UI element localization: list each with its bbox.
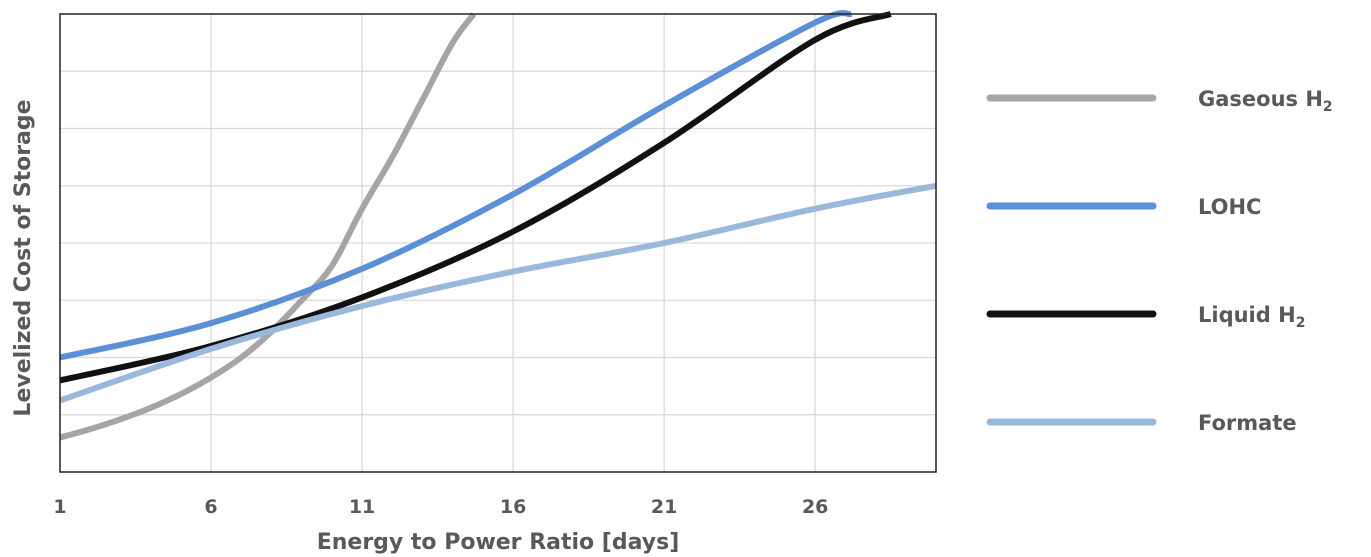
series-lines xyxy=(59,10,937,441)
series-line-gaseous-h xyxy=(59,12,477,441)
series-line-liquid-h xyxy=(59,11,892,384)
x-axis-title: Energy to Power Ratio [days] xyxy=(317,530,680,555)
gridlines xyxy=(60,14,936,472)
x-tick-label: 21 xyxy=(651,496,677,518)
legend-label-subscript: 2 xyxy=(1296,315,1306,331)
x-tick-label: 1 xyxy=(53,496,66,518)
x-tick-label: 26 xyxy=(802,496,828,518)
legend-label-gaseous-h: Gaseous H2 xyxy=(1198,87,1333,115)
legend: Gaseous H2 LOHC Liquid H2 Formate xyxy=(986,87,1333,435)
legend-label-subscript: 2 xyxy=(1323,99,1333,115)
legend-label-formate: Formate xyxy=(1198,411,1297,435)
series-line-lohc xyxy=(59,10,853,361)
x-tick-label: 6 xyxy=(204,496,217,518)
legend-label-liquid-h: Liquid H2 xyxy=(1198,303,1305,331)
x-tick-label: 11 xyxy=(349,496,375,518)
y-axis-title: Levelized Cost of Storage xyxy=(11,99,36,416)
x-axis-ticks: 1 6 11 16 21 26 xyxy=(53,496,828,518)
legend-label-lohc: LOHC xyxy=(1198,195,1261,219)
plot-area-border xyxy=(59,13,937,473)
series-line-formate xyxy=(59,182,937,404)
x-tick-label: 16 xyxy=(500,496,526,518)
